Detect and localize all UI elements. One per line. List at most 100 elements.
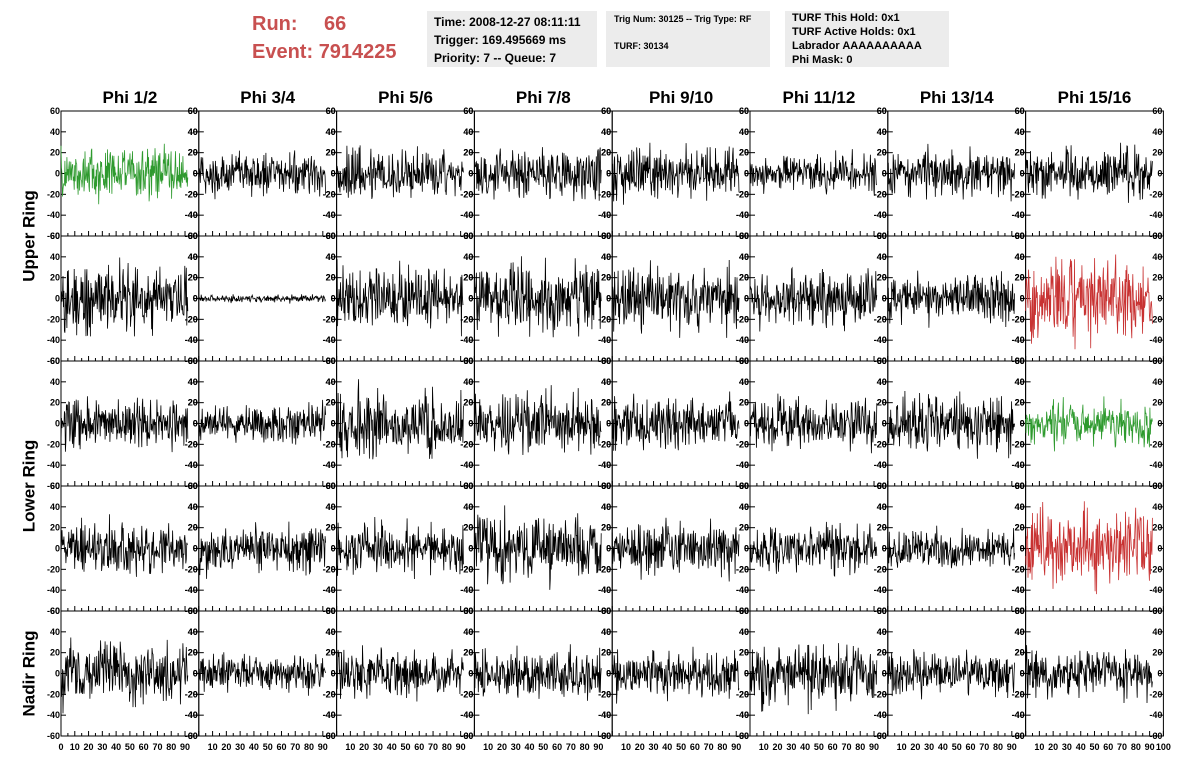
y-tick-label: 60 [463, 606, 473, 616]
y-tick-label: 40 [50, 377, 60, 387]
y-tick-label: -40 [598, 710, 611, 720]
y-tick-label: -20 [736, 564, 749, 574]
y-tick-label: -20 [736, 314, 749, 324]
x-tick-label: 40 [111, 742, 121, 752]
y-tick-label: 0 [331, 544, 336, 554]
y-tick-label: -60 [323, 731, 336, 741]
y-tick-label: -20 [185, 439, 198, 449]
x-tick-label: 20 [221, 742, 231, 752]
y-tick-label: 20 [601, 523, 611, 533]
y-tick-label: -60 [736, 731, 749, 741]
y-tick-label: 60 [326, 106, 336, 116]
y-tick-label: -20 [874, 689, 887, 699]
y-tick-label: -20 [736, 564, 749, 574]
waveform-trace [749, 149, 878, 196]
y-tick-label: 60 [1152, 606, 1162, 616]
waveform-trace [611, 517, 740, 582]
y-tick-label: 20 [1015, 148, 1025, 158]
y-tick-label: -60 [185, 731, 198, 741]
x-tick-label: 70 [1117, 742, 1127, 752]
y-tick-label: 20 [50, 398, 60, 408]
y-tick-label: -40 [736, 585, 749, 595]
y-tick-label: -40 [874, 335, 887, 345]
y-tick-label: 60 [601, 106, 611, 116]
y-tick-label: -60 [185, 731, 198, 741]
y-tick-label: 20 [601, 398, 611, 408]
y-tick-label: 20 [739, 273, 749, 283]
y-tick-label: -40 [1012, 210, 1025, 220]
x-tick-label: 40 [938, 742, 948, 752]
y-tick-label: -40 [323, 460, 336, 470]
y-tick-label: 60 [463, 356, 473, 366]
x-tick-label: 50 [814, 742, 824, 752]
y-tick-label: 40 [463, 377, 473, 387]
y-tick-label: 20 [877, 398, 887, 408]
y-tick-label: -20 [598, 439, 611, 449]
y-tick-label: 60 [1015, 356, 1025, 366]
y-tick-label: 0 [744, 544, 749, 554]
y-tick-label: 0 [468, 294, 473, 304]
y-tick-label: -60 [323, 731, 336, 741]
y-tick-label: 40 [1152, 127, 1162, 137]
y-tick-label: 20 [188, 523, 198, 533]
y-tick-label: 40 [877, 252, 887, 262]
y-tick-label: -20 [598, 314, 611, 324]
y-tick-label: 40 [463, 252, 473, 262]
y-tick-label: 40 [601, 127, 611, 137]
waveform-trace [474, 147, 602, 202]
y-tick-label: 40 [1015, 377, 1025, 387]
y-tick-label: 60 [326, 356, 336, 366]
waveform-trace [60, 143, 189, 205]
y-tick-label: -20 [1012, 189, 1025, 199]
y-tick-label: 60 [739, 231, 749, 241]
x-tick-label: 50 [952, 742, 962, 752]
y-tick-label: 40 [463, 502, 473, 512]
y-tick-label: 20 [1015, 273, 1025, 283]
y-tick-label: 60 [326, 606, 336, 616]
waveform-trace [198, 293, 326, 304]
y-tick-label: -20 [1012, 189, 1025, 199]
ring-label: Lower Ring [19, 440, 38, 533]
y-tick-label: -60 [47, 231, 60, 241]
y-tick-label: 20 [463, 398, 473, 408]
y-tick-label: -60 [460, 731, 473, 741]
y-tick-label: 60 [188, 606, 198, 616]
y-tick-label: 0 [331, 544, 336, 554]
panel-frame [611, 360, 751, 487]
y-tick-label: -20 [874, 189, 887, 199]
x-tick-label: 50 [400, 742, 410, 752]
y-tick-label: -40 [874, 585, 887, 595]
y-tick-label: 20 [601, 148, 611, 158]
phi-mask-text: Phi Mask: 0 [792, 54, 853, 66]
x-tick-label: 50 [676, 742, 686, 752]
x-tick-label: 80 [993, 742, 1003, 752]
y-tick-label: -20 [598, 189, 611, 199]
y-tick-label: -40 [185, 335, 198, 345]
column-header: Phi 1/2 [102, 88, 157, 107]
column-header: Phi 9/10 [649, 88, 713, 107]
y-tick-label: -40 [874, 210, 887, 220]
y-tick-label: -20 [1012, 314, 1025, 324]
y-tick-label: 20 [1015, 398, 1025, 408]
y-tick-label: -40 [1149, 710, 1162, 720]
y-tick-label: 20 [463, 148, 473, 158]
y-tick-label: 0 [193, 419, 198, 429]
waveform-trace [60, 257, 189, 337]
y-tick-label: 60 [188, 231, 198, 241]
y-tick-label: 20 [463, 648, 473, 658]
y-tick-label: -40 [185, 210, 198, 220]
y-tick-label: -60 [736, 731, 749, 741]
y-tick-label: -60 [1012, 731, 1025, 741]
y-tick-label: 60 [188, 481, 198, 491]
y-tick-label: 0 [1157, 419, 1162, 429]
y-tick-label: 40 [326, 502, 336, 512]
y-tick-label: 60 [50, 231, 60, 241]
waveform-trace [1025, 254, 1153, 350]
y-tick-label: -40 [323, 210, 336, 220]
y-tick-label: -20 [1149, 689, 1162, 699]
x-tick-label: 60 [1103, 742, 1113, 752]
x-tick-label: 80 [855, 742, 865, 752]
